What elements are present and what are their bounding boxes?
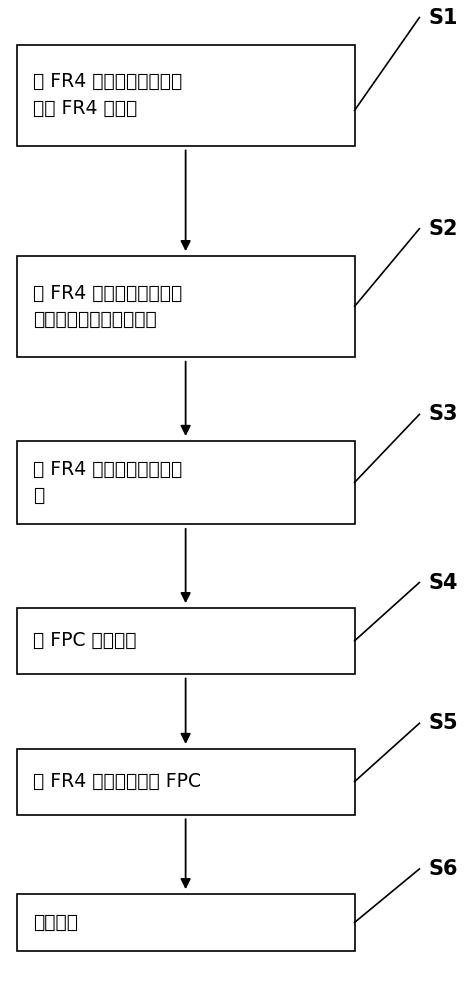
Text: S1: S1 bbox=[429, 8, 458, 28]
Text: S2: S2 bbox=[429, 219, 458, 239]
FancyBboxPatch shape bbox=[17, 256, 355, 357]
FancyBboxPatch shape bbox=[17, 441, 355, 524]
Text: 将 FR4 补强板放入滚抛机
中进行滚抛清洁预定时间: 将 FR4 补强板放入滚抛机 中进行滚抛清洁预定时间 bbox=[33, 284, 182, 329]
FancyBboxPatch shape bbox=[17, 45, 355, 146]
FancyBboxPatch shape bbox=[17, 894, 355, 951]
Text: S3: S3 bbox=[429, 404, 458, 424]
Text: 对 FPC 进行备胶: 对 FPC 进行备胶 bbox=[33, 631, 136, 650]
Text: 压合烘烤: 压合烘烤 bbox=[33, 913, 78, 932]
Text: S5: S5 bbox=[429, 713, 458, 733]
FancyBboxPatch shape bbox=[17, 749, 355, 815]
Text: 将 FR4 板材切割成所需形
状的 FR4 补强板: 将 FR4 板材切割成所需形 状的 FR4 补强板 bbox=[33, 72, 182, 118]
FancyBboxPatch shape bbox=[17, 608, 355, 674]
Text: 对 FR4 补强板进行干燥处
理: 对 FR4 补强板进行干燥处 理 bbox=[33, 460, 182, 505]
Text: S6: S6 bbox=[429, 859, 458, 879]
Text: 将 FR4 补强板贴合到 FPC: 将 FR4 补强板贴合到 FPC bbox=[33, 772, 201, 791]
Text: S4: S4 bbox=[429, 573, 458, 593]
